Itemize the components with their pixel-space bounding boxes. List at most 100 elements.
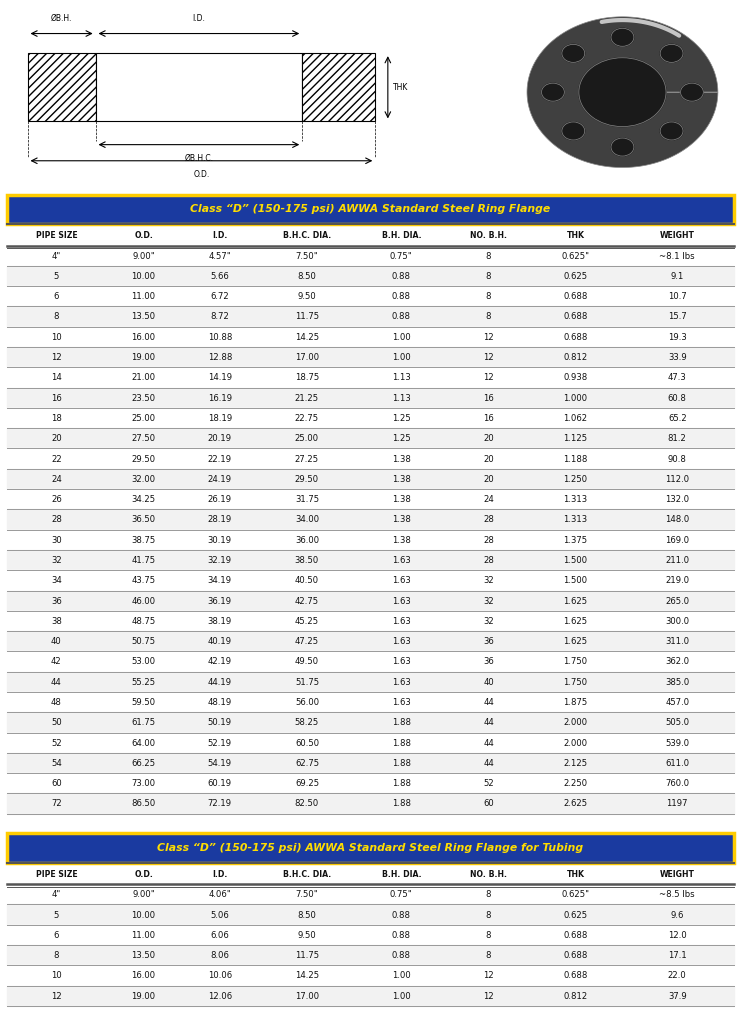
Bar (7, 732, 734, 753)
Text: 1.63: 1.63 (392, 637, 411, 646)
Bar (7, 904, 734, 925)
Text: 28: 28 (51, 515, 62, 524)
Text: 1.38: 1.38 (392, 536, 411, 545)
Text: 1.750: 1.750 (564, 678, 588, 687)
Text: 34.00: 34.00 (295, 515, 319, 524)
Text: 42.19: 42.19 (207, 657, 232, 667)
Text: 0.625: 0.625 (564, 910, 588, 920)
Text: 10.06: 10.06 (207, 972, 232, 980)
Text: 9.00": 9.00" (132, 252, 155, 260)
Text: 44.19: 44.19 (207, 678, 232, 687)
Text: 42.75: 42.75 (295, 597, 319, 605)
Text: PIPE SIZE: PIPE SIZE (36, 869, 77, 879)
Bar (7, 286, 734, 306)
Text: 1.63: 1.63 (392, 577, 411, 586)
Text: 50: 50 (51, 718, 62, 727)
Text: 505.0: 505.0 (665, 718, 689, 727)
Bar (7, 195, 734, 224)
Text: 60.8: 60.8 (668, 393, 687, 402)
Bar (7, 327, 734, 347)
Text: 36.19: 36.19 (207, 597, 232, 605)
Text: 26.19: 26.19 (207, 495, 232, 504)
Text: 2.125: 2.125 (564, 759, 588, 768)
Text: 54: 54 (51, 759, 62, 768)
Text: 38.75: 38.75 (131, 536, 156, 545)
Text: 12: 12 (51, 991, 62, 1000)
Text: 60: 60 (51, 779, 62, 788)
Text: 23.50: 23.50 (131, 393, 156, 402)
Text: 1.00: 1.00 (392, 353, 411, 362)
Text: 22.75: 22.75 (295, 414, 319, 423)
Text: 19.00: 19.00 (131, 353, 156, 362)
Text: 9.50: 9.50 (298, 931, 316, 940)
Bar (7, 692, 734, 713)
Circle shape (611, 138, 634, 156)
Text: WEIGHT: WEIGHT (659, 869, 695, 879)
Text: 28: 28 (483, 536, 494, 545)
Text: 34.19: 34.19 (207, 577, 232, 586)
Bar (7, 195, 734, 224)
Text: 6: 6 (54, 931, 59, 940)
Text: 86.50: 86.50 (131, 800, 156, 809)
Text: 12.0: 12.0 (668, 931, 687, 940)
Text: 16.00: 16.00 (131, 333, 156, 342)
Text: 42: 42 (51, 657, 62, 667)
Text: 36: 36 (483, 637, 494, 646)
Text: ØB.H.C.: ØB.H.C. (185, 154, 213, 163)
Text: WEIGHT: WEIGHT (659, 230, 695, 240)
Text: I.D.: I.D. (212, 230, 227, 240)
Text: 37.9: 37.9 (668, 991, 687, 1000)
Text: 4": 4" (52, 252, 61, 260)
Text: 12: 12 (483, 333, 494, 342)
Circle shape (660, 44, 683, 62)
Text: 1.375: 1.375 (564, 536, 588, 545)
Text: 1.38: 1.38 (392, 475, 411, 483)
Text: 6: 6 (54, 292, 59, 301)
Text: 44: 44 (483, 738, 494, 748)
Text: 0.688: 0.688 (563, 972, 588, 980)
Text: 8.50: 8.50 (298, 910, 316, 920)
Text: 10: 10 (51, 972, 62, 980)
Text: 22: 22 (51, 455, 62, 464)
Text: 10.00: 10.00 (131, 910, 156, 920)
Text: 14: 14 (51, 374, 62, 382)
Text: 4": 4" (52, 890, 61, 899)
Text: 0.688: 0.688 (563, 951, 588, 961)
Bar (7, 986, 734, 1006)
Text: 0.75": 0.75" (390, 252, 413, 260)
Text: THK: THK (393, 83, 408, 92)
Text: 36.50: 36.50 (131, 515, 156, 524)
Bar (7, 966, 734, 986)
Text: 12: 12 (483, 972, 494, 980)
Text: 40.19: 40.19 (207, 637, 232, 646)
Text: 25.00: 25.00 (295, 434, 319, 443)
Text: 44: 44 (483, 698, 494, 707)
Text: 1.25: 1.25 (392, 434, 411, 443)
Bar (7, 306, 734, 327)
Polygon shape (527, 16, 718, 168)
Text: 38: 38 (51, 616, 62, 626)
Text: 41.75: 41.75 (131, 556, 156, 565)
Text: 0.625: 0.625 (564, 271, 588, 281)
Bar (7, 794, 734, 814)
Text: 2.000: 2.000 (564, 738, 588, 748)
Text: 36: 36 (51, 597, 62, 605)
Bar (7, 610, 734, 631)
Bar (7, 550, 734, 570)
Text: B.H. DIA.: B.H. DIA. (382, 869, 421, 879)
Text: 17.00: 17.00 (295, 991, 319, 1000)
Text: 52: 52 (483, 779, 494, 788)
Text: 1.00: 1.00 (392, 333, 411, 342)
Text: 8: 8 (486, 890, 491, 899)
Text: 24: 24 (51, 475, 62, 483)
Text: 4.57": 4.57" (208, 252, 231, 260)
Text: 1.63: 1.63 (392, 698, 411, 707)
Bar (7, 773, 734, 794)
Bar (7, 834, 734, 863)
Text: 1.625: 1.625 (564, 597, 588, 605)
Bar (7, 368, 734, 387)
Text: 20: 20 (51, 434, 62, 443)
Text: 21.25: 21.25 (295, 393, 319, 402)
Text: O.D.: O.D. (134, 869, 153, 879)
Text: 54.19: 54.19 (207, 759, 232, 768)
